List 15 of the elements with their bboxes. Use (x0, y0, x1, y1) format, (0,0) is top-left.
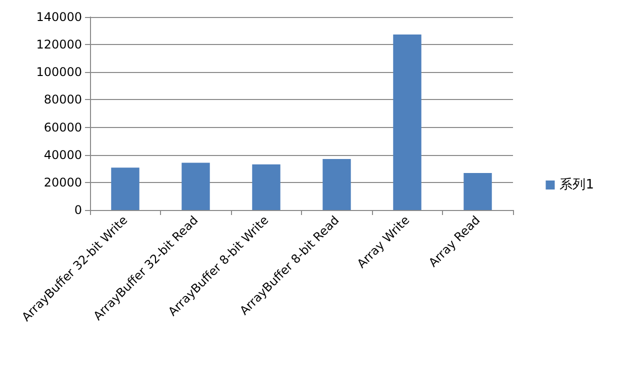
y-tick-label: 80000 (44, 92, 82, 107)
bar (111, 168, 140, 210)
y-tick-label: 140000 (36, 10, 82, 24)
bar (464, 173, 492, 210)
y-tick-label: 0 (74, 203, 82, 217)
bar (393, 34, 422, 210)
bar (252, 164, 280, 210)
y-tick-label: 60000 (44, 120, 82, 134)
bar (182, 162, 210, 210)
y-tick-label: 120000 (36, 38, 82, 52)
bar (322, 158, 351, 210)
y-tick-label: 40000 (44, 148, 82, 162)
y-tick-label: 100000 (36, 65, 82, 80)
y-tick-label: 20000 (44, 175, 82, 190)
legend-label: 系列1 (560, 178, 594, 192)
